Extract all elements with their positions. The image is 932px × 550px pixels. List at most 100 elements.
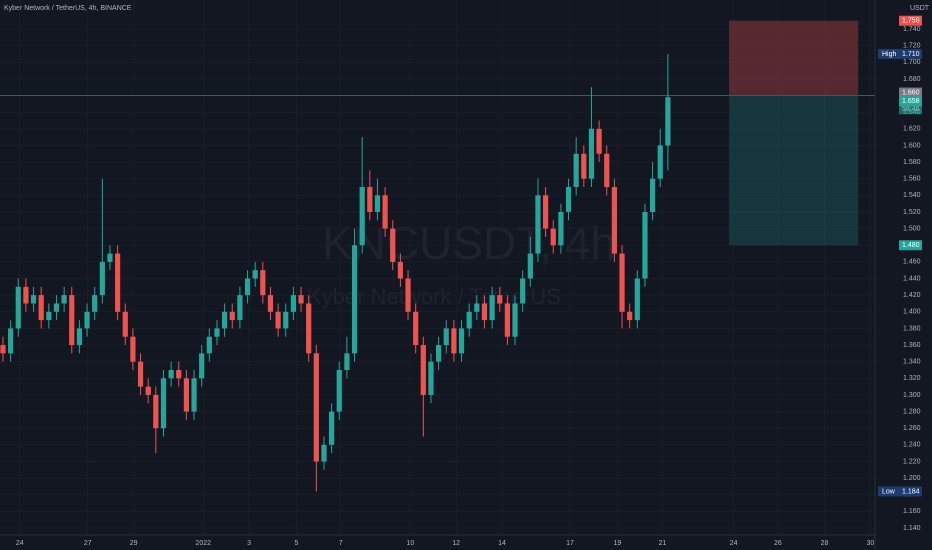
candle-body [481,303,488,321]
candle-body [214,328,220,337]
y-tick-label: 1.720 [903,43,921,50]
watermark-sub: Kyber Network / TetherUS [307,284,561,309]
candle-body [604,153,610,188]
y-tick-label: 1.420 [903,292,921,299]
candle-body [642,211,648,279]
watermark: KNCUSDT, 4h [322,217,616,269]
candle-body [244,278,251,296]
y-tick-label: 1.500 [903,225,921,232]
y-tick-label: 1.520 [903,209,921,216]
y-tick-label: 1.200 [903,475,921,482]
candle-body [359,187,365,246]
x-tick-label: 14 [498,540,506,547]
candle-body [550,228,556,246]
candle-body [565,187,572,212]
y-tick-label: 1.560 [903,176,921,183]
candle-body [99,261,105,296]
y-tick-label: 1.160 [903,508,921,515]
candle-body [512,303,518,337]
candle-body [260,270,266,296]
low-name: Low [882,488,896,495]
x-tick-label: 24 [16,540,24,547]
candle-body [30,295,37,304]
y-tick-label: 1.280 [903,408,921,415]
x-tick-label: 29 [130,540,138,547]
candle-body [69,295,75,346]
candle-body [38,295,44,321]
y-tick-label: 1.380 [903,325,921,332]
y-tick-label: 1.240 [903,442,921,449]
y-tick-label: 1.300 [903,392,921,399]
candle-body [137,361,144,387]
candle-body [665,97,671,146]
candle-body [436,345,442,362]
candle-body [413,311,419,346]
candle-body [206,336,212,354]
candle-body [306,303,312,354]
candle-body [588,128,595,179]
y-tick-label: 1.680 [903,76,921,83]
candle-body [458,328,465,354]
candle-body [581,153,587,179]
candle-body [313,353,319,462]
candle-body [535,195,541,254]
y-tick-label: 1.740 [903,26,921,33]
candle-body [367,187,373,212]
candle-body [290,295,296,312]
candle-body [397,261,403,279]
x-tick-label: 2022 [195,540,211,547]
candle-body [351,245,358,354]
x-tick-label: 17 [566,540,574,547]
y-tick-label: 1.700 [903,59,921,66]
candle-body [489,295,495,321]
candle-body [199,353,205,379]
candle-body [23,286,29,304]
candle-body [107,253,113,262]
candle-body [420,345,426,395]
candle-body [497,295,503,304]
candle-body [573,153,579,188]
x-tick-label: 21 [659,540,667,547]
candle-body [390,228,396,262]
y-tick-label: 1.140 [903,525,921,532]
candle-body [374,195,381,212]
candle-body [237,295,243,321]
y-tick-label: 1.460 [903,259,921,266]
candle-body [176,370,182,379]
countdown-bg [899,104,922,115]
candle-body [543,195,549,229]
target-tag-label: 1.480 [902,242,920,249]
x-tick-label: 19 [614,540,622,547]
candle-body [321,444,327,462]
candle-body [53,303,60,312]
candle-body [15,286,21,329]
candle-body [61,295,67,304]
candle-body [275,311,281,329]
y-tick-label: 1.360 [903,342,921,349]
price-tag-label: 1.658 [902,98,920,105]
candle-body [657,145,663,179]
target-tag [899,240,922,251]
entry-tag [899,87,922,98]
candle-body [344,353,350,371]
x-tick-label: 27 [84,540,92,547]
y-tick-label: 1.260 [903,425,921,432]
currency: USDT [910,5,930,12]
x-tick-label: 28 [821,540,829,547]
candle-body [267,295,274,312]
candle-body [520,278,526,304]
candle-body [527,253,533,279]
x-tick-label: 12 [452,540,460,547]
stop-zone [729,20,859,96]
x-tick-label: 26 [774,540,782,547]
candle-body [283,311,289,329]
candle-body [329,411,335,445]
candle-body [168,370,174,379]
y-tick-label: 1.600 [903,142,921,149]
low-value: 1.184 [902,488,920,495]
candle-body [115,253,121,312]
candle-body [558,211,564,246]
candle-body [229,311,235,321]
stop-tag [899,15,922,26]
